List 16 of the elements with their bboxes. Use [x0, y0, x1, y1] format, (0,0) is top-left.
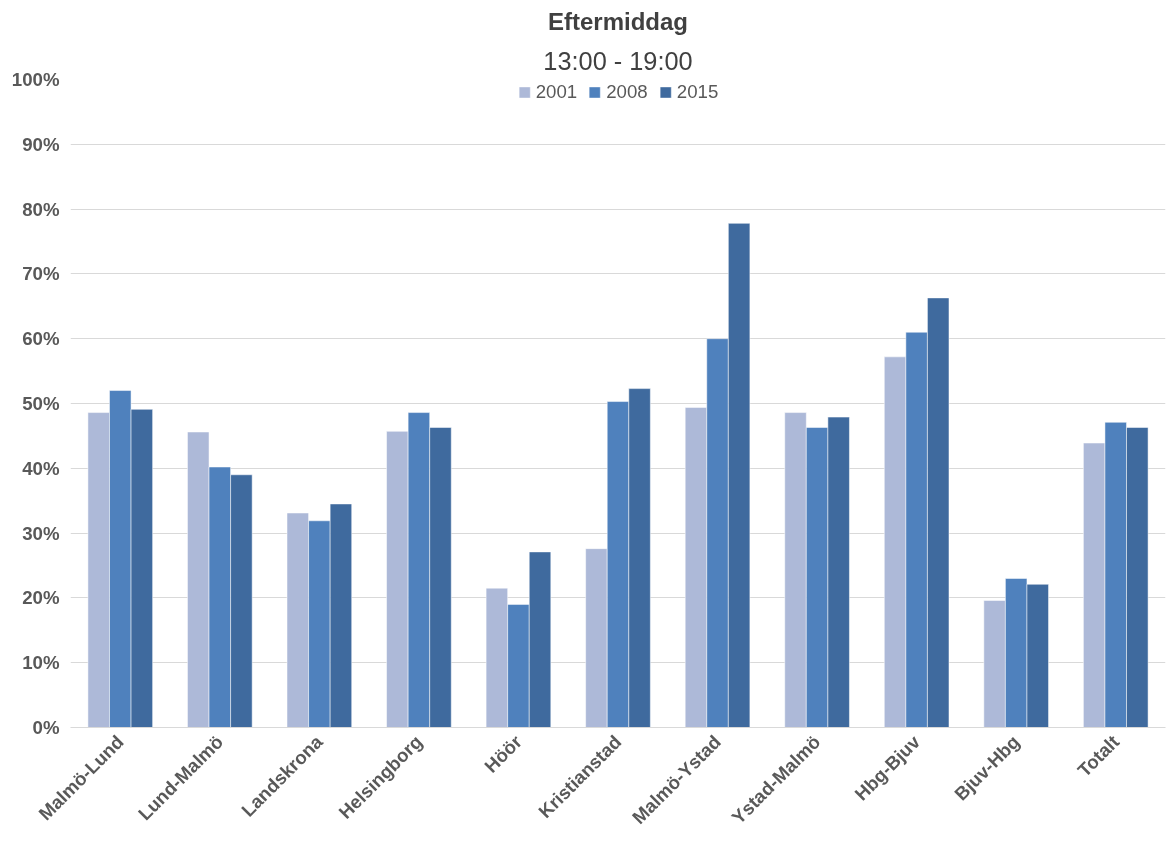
- y-tick-label: 50%: [22, 393, 60, 414]
- y-tick-label: 90%: [22, 133, 60, 155]
- y-tick-label: 30%: [22, 522, 60, 544]
- y-tick-label: 80%: [22, 198, 60, 220]
- y-tick-label: 70%: [22, 263, 60, 285]
- y-tick-label: 20%: [22, 587, 60, 609]
- y-tick-label: 100%: [11, 69, 60, 90]
- legend-label: 2015: [676, 81, 719, 103]
- chart-title: Eftermiddag: [547, 7, 689, 35]
- y-tick-label: 40%: [22, 457, 60, 479]
- legend-label: 2008: [606, 81, 648, 103]
- y-tick-label: 60%: [22, 328, 60, 350]
- chart-subtitle: 13:00 - 19:00: [543, 46, 693, 75]
- y-tick-label: 0%: [32, 717, 60, 738]
- legend-label: 2001: [535, 81, 578, 103]
- y-tick-label: 10%: [22, 652, 60, 674]
